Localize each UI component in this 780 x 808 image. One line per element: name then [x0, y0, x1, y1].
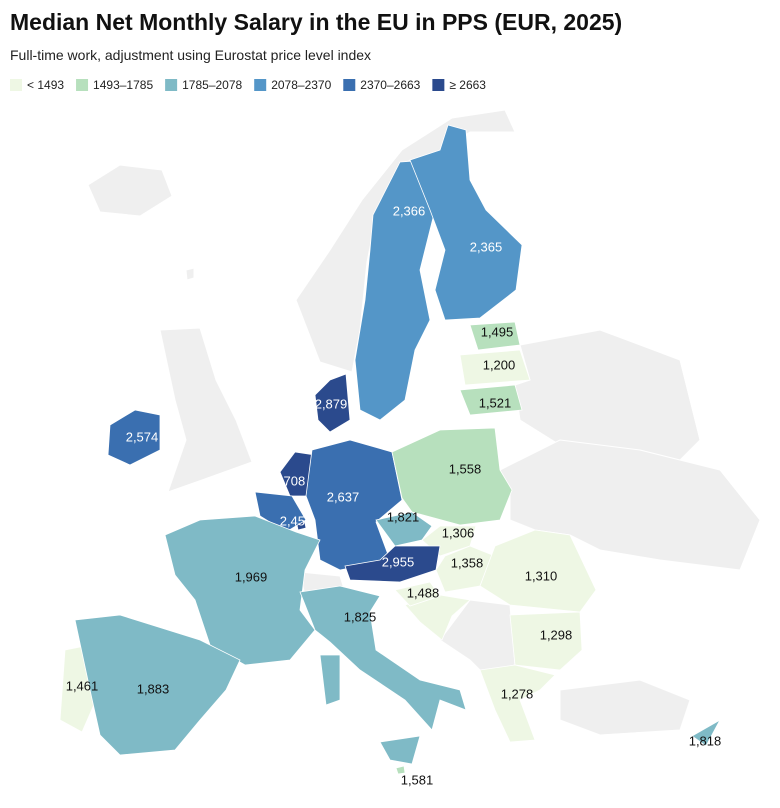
value-label: 1,825 — [344, 609, 377, 624]
region — [254, 491, 307, 533]
legend: < 1493 1493–1785 1785–2078 2078–2370 2370–26… — [10, 78, 486, 92]
value-label: 1,358 — [451, 555, 484, 570]
region — [314, 373, 351, 433]
region — [459, 349, 531, 386]
land — [159, 327, 253, 493]
land — [87, 164, 173, 217]
value-label: 2,366 — [393, 203, 426, 218]
region — [691, 718, 722, 747]
region — [344, 545, 441, 583]
value-label: 1,818 — [689, 733, 722, 748]
legend-swatch — [254, 79, 267, 91]
background-land — [87, 109, 761, 736]
value-label: 1,495 — [481, 324, 514, 339]
legend-label: 2370–2663 — [360, 78, 420, 92]
value-labels: 2,366 2,365 1,495 1,200 1,521 2,879 2,57… — [66, 203, 722, 787]
legend-label: 1785–2078 — [182, 78, 242, 92]
value-label: 2,456 — [280, 513, 313, 528]
region — [107, 409, 161, 466]
region — [459, 384, 523, 416]
region — [395, 765, 406, 775]
legend-label: 2078–2370 — [271, 78, 331, 92]
value-label: 1,278 — [501, 686, 534, 701]
value-label: 1,306 — [442, 525, 475, 540]
value-label: 2,365 — [470, 239, 503, 254]
region — [479, 664, 556, 743]
value-label: 2,637 — [327, 489, 360, 504]
region — [319, 654, 341, 706]
region — [391, 427, 513, 526]
legend-swatch — [10, 79, 22, 91]
subtitle: Full-time work, adjustment using Eurosta… — [10, 47, 371, 63]
land — [499, 439, 761, 571]
region — [394, 581, 441, 607]
region — [299, 585, 467, 731]
value-label: 2,879 — [315, 396, 348, 411]
value-label: 1,521 — [479, 395, 512, 410]
region — [164, 515, 321, 666]
value-label: 2,955 — [382, 554, 415, 569]
value-label: 2,708 — [273, 473, 306, 488]
land — [185, 267, 195, 281]
region — [379, 735, 421, 765]
value-label: 2,574 — [126, 429, 159, 444]
legend-swatch — [165, 79, 178, 91]
title: Median Net Monthly Salary in the EU in P… — [10, 9, 622, 35]
legend-label: < 1493 — [27, 78, 64, 92]
region — [509, 611, 583, 671]
region — [409, 124, 523, 321]
regions — [59, 124, 722, 775]
legend-swatch — [343, 79, 356, 91]
region — [375, 511, 433, 547]
value-label: 1,558 — [449, 461, 482, 476]
value-label: 1,200 — [483, 357, 516, 372]
value-label: 1,969 — [235, 569, 268, 584]
land — [559, 679, 691, 736]
value-label: 1,298 — [540, 627, 573, 642]
value-label: 1,581 — [401, 772, 434, 787]
region — [74, 614, 241, 756]
legend-label: 1493–1785 — [93, 78, 153, 92]
value-label: 1,883 — [137, 681, 170, 696]
value-label: 1,488 — [407, 585, 440, 600]
value-label: 1,461 — [66, 678, 99, 693]
region — [305, 439, 403, 571]
legend-swatch — [432, 79, 445, 91]
region — [479, 529, 597, 613]
legend-swatch — [76, 79, 89, 91]
value-label: 1,821 — [387, 509, 420, 524]
value-label: 1,310 — [525, 568, 558, 583]
region — [469, 321, 521, 351]
legend-label: ≥ 2663 — [449, 78, 486, 92]
region — [404, 594, 471, 641]
